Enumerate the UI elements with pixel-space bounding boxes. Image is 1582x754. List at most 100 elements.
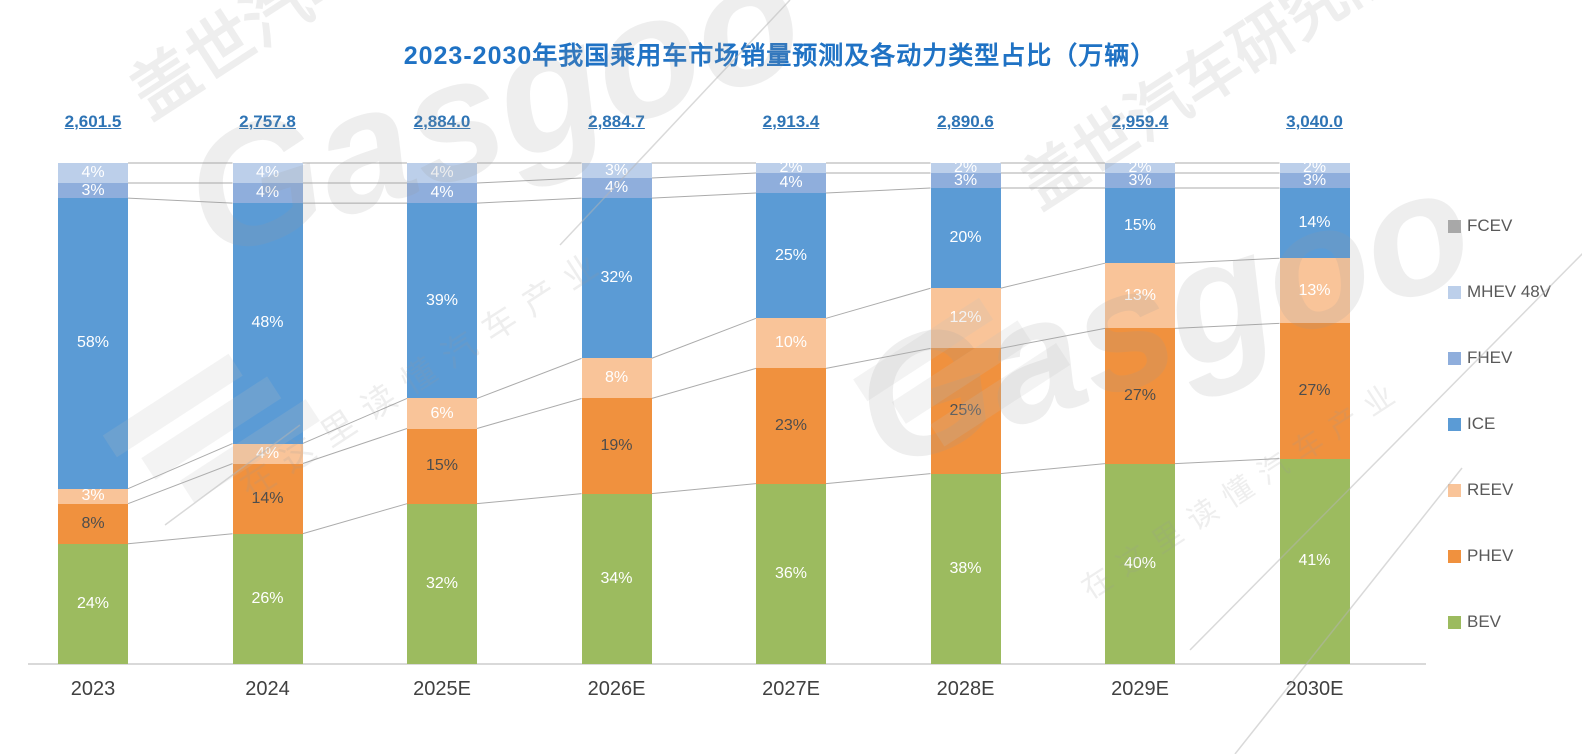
bar-segment-MHEV-48V-2023 (58, 163, 128, 184)
bar-total-2028E: 2,890.6 (937, 112, 994, 131)
bar-segment-MHEV-48V-2027E (756, 163, 826, 174)
x-axis-line (28, 663, 1426, 665)
bar-segment-MHEV-48V-2028E (930, 163, 1001, 174)
x-axis-label-2025E: 2025E (413, 678, 471, 700)
bar-total-2029E: 2,959.4 (1111, 112, 1169, 131)
data-label-BEV-2029E: 40% (1123, 554, 1157, 572)
data-label-PHEV-2030E: 27% (1298, 381, 1331, 399)
data-label-BEV-2026E: 34% (600, 569, 633, 587)
bar-total-2024: 2,757.8 (239, 112, 296, 131)
legend-swatch-bev (1448, 615, 1461, 629)
bar-segment-BEV-2028E (930, 473, 1001, 664)
legend-item-ice: ICE (1448, 414, 1495, 434)
bar-total-2026E: 2,884.7 (588, 112, 645, 131)
connector-line-REEV-0 (127, 443, 233, 490)
x-axis-label-2030E: 2030E (1285, 678, 1344, 700)
bar-segment-MHEV-48V-2029E (1105, 163, 1175, 174)
connector-line-REEV-5 (1000, 262, 1106, 289)
x-axis-label-2027E: 2027E (762, 678, 820, 700)
x-axis-label-2028E: 2028E (936, 678, 995, 700)
bar-segment-ICE-2029E (1105, 188, 1175, 264)
connector-line-REEV-1 (302, 398, 408, 445)
connector-line-REEV-4 (825, 287, 931, 319)
data-label-ICE-2024: 48% (251, 314, 284, 332)
data-label-REEV-2024: 4% (255, 444, 280, 462)
data-label-ICE-2027E: 25% (774, 246, 808, 264)
bar-segment-PHEV-2026E (581, 398, 652, 494)
legend-label-mhev-48v: MHEV 48V (1467, 282, 1552, 301)
connector-line-ICE-3 (651, 192, 757, 199)
data-label-MHEV-48V-2030E: 2% (1302, 159, 1327, 176)
connector-line-BEV-6 (1174, 458, 1280, 465)
data-label-ICE-2028E: 20% (949, 229, 982, 247)
bar-segment-MHEV-48V-2025E (407, 163, 477, 184)
connector-line-REEV-3 (651, 317, 757, 359)
bar-total-2023: 2,601.5 (64, 112, 122, 131)
data-label-REEV-2027E: 10% (774, 334, 808, 352)
connector-line-FHEV-3 (651, 172, 757, 179)
data-label-ICE-2029E: 15% (1123, 216, 1157, 234)
data-label-BEV-2030E: 41% (1298, 552, 1331, 570)
bar-segment-REEV-2023 (58, 488, 128, 504)
data-label-FHEV-2025E: 4% (430, 184, 454, 202)
bar-segment-FHEV-2023 (58, 183, 128, 199)
bar-segment-REEV-2028E (930, 288, 1001, 349)
bar-segment-MHEV-48V-2030E (1279, 163, 1350, 174)
data-label-REEV-2026E: 8% (604, 369, 629, 387)
data-label-PHEV-2025E: 15% (425, 457, 459, 475)
data-label-REEV-2023: 3% (81, 487, 105, 505)
data-label-FHEV-2030E: 3% (1302, 171, 1327, 189)
bar-segment-BEV-2025E (407, 503, 477, 664)
legend-swatch-reev (1448, 483, 1461, 497)
connector-line-ICE-0 (127, 197, 233, 204)
connector-line-BEV-3 (651, 483, 757, 495)
bar-segment-FHEV-2029E (1105, 173, 1175, 189)
data-label-PHEV-2026E: 19% (600, 437, 633, 455)
data-label-MHEV-48V-2027E: 2% (779, 159, 803, 176)
legend-item-mhev-48v: MHEV 48V (1448, 282, 1551, 302)
bar-segment-BEV-2027E (756, 483, 826, 664)
bar-total-2025E: 2,884.0 (413, 112, 471, 131)
x-axis-label-2024: 2024 (245, 678, 290, 700)
legend-label-ice: ICE (1467, 414, 1496, 433)
data-label-MHEV-48V-2023: 4% (81, 164, 105, 182)
legend-label-fhev: FHEV (1467, 348, 1513, 367)
data-label-MHEV-48V-2028E: 2% (953, 159, 978, 176)
data-label-REEV-2029E: 13% (1123, 286, 1157, 304)
bar-segment-BEV-2029E (1105, 463, 1175, 664)
legend-item-reev: REEV (1448, 480, 1513, 500)
connector-line-PHEV-0 (127, 463, 233, 505)
bar-total-2027E: 2,913.4 (762, 112, 820, 131)
bar-segment-ICE-2030E (1279, 188, 1350, 259)
data-label-PHEV-2023: 8% (81, 514, 105, 532)
data-label-BEV-2025E: 32% (425, 574, 459, 592)
data-label-BEV-2023: 24% (76, 594, 110, 612)
data-label-BEV-2024: 26% (251, 589, 284, 607)
bar-segment-FHEV-2030E (1279, 173, 1350, 189)
connector-line-REEV-2 (476, 357, 582, 399)
data-label-FHEV-2028E: 3% (953, 171, 978, 189)
connector-line-ICE-4 (825, 187, 931, 194)
legend-item-fhev: FHEV (1448, 348, 1512, 368)
connector-line-ICE-2 (476, 197, 582, 204)
bar-segment-PHEV-2028E (930, 348, 1001, 474)
legend-swatch-fcev (1448, 219, 1461, 233)
bar-segment-MHEV-48V-2024 (232, 163, 303, 184)
connector-line-PHEV-3 (651, 367, 757, 399)
connector-line-PHEV-2 (476, 397, 582, 430)
bar-segment-PHEV-2023 (58, 503, 128, 544)
bar-segment-BEV-2024 (232, 533, 303, 664)
connector-line-PHEV-6 (1174, 322, 1280, 329)
connector-line-FHEV-2 (476, 177, 582, 184)
data-label-FHEV-2024: 4% (255, 184, 280, 202)
x-axis-label-2026E: 2026E (587, 678, 646, 700)
bar-segment-REEV-2029E (1105, 263, 1175, 329)
connector-line-BEV-5 (1000, 463, 1106, 475)
connector-line-BEV-2 (476, 493, 582, 505)
data-label-ICE-2025E: 39% (425, 291, 459, 309)
connector-line-BEV-1 (302, 503, 408, 535)
legend-swatch-ice (1448, 417, 1461, 431)
bar-segment-PHEV-2029E (1105, 328, 1175, 464)
chart-legend: FCEV MHEV 48V FHEV ICE REEV PHEV BEV (1442, 0, 1582, 754)
data-label-ICE-2023: 58% (76, 334, 110, 352)
